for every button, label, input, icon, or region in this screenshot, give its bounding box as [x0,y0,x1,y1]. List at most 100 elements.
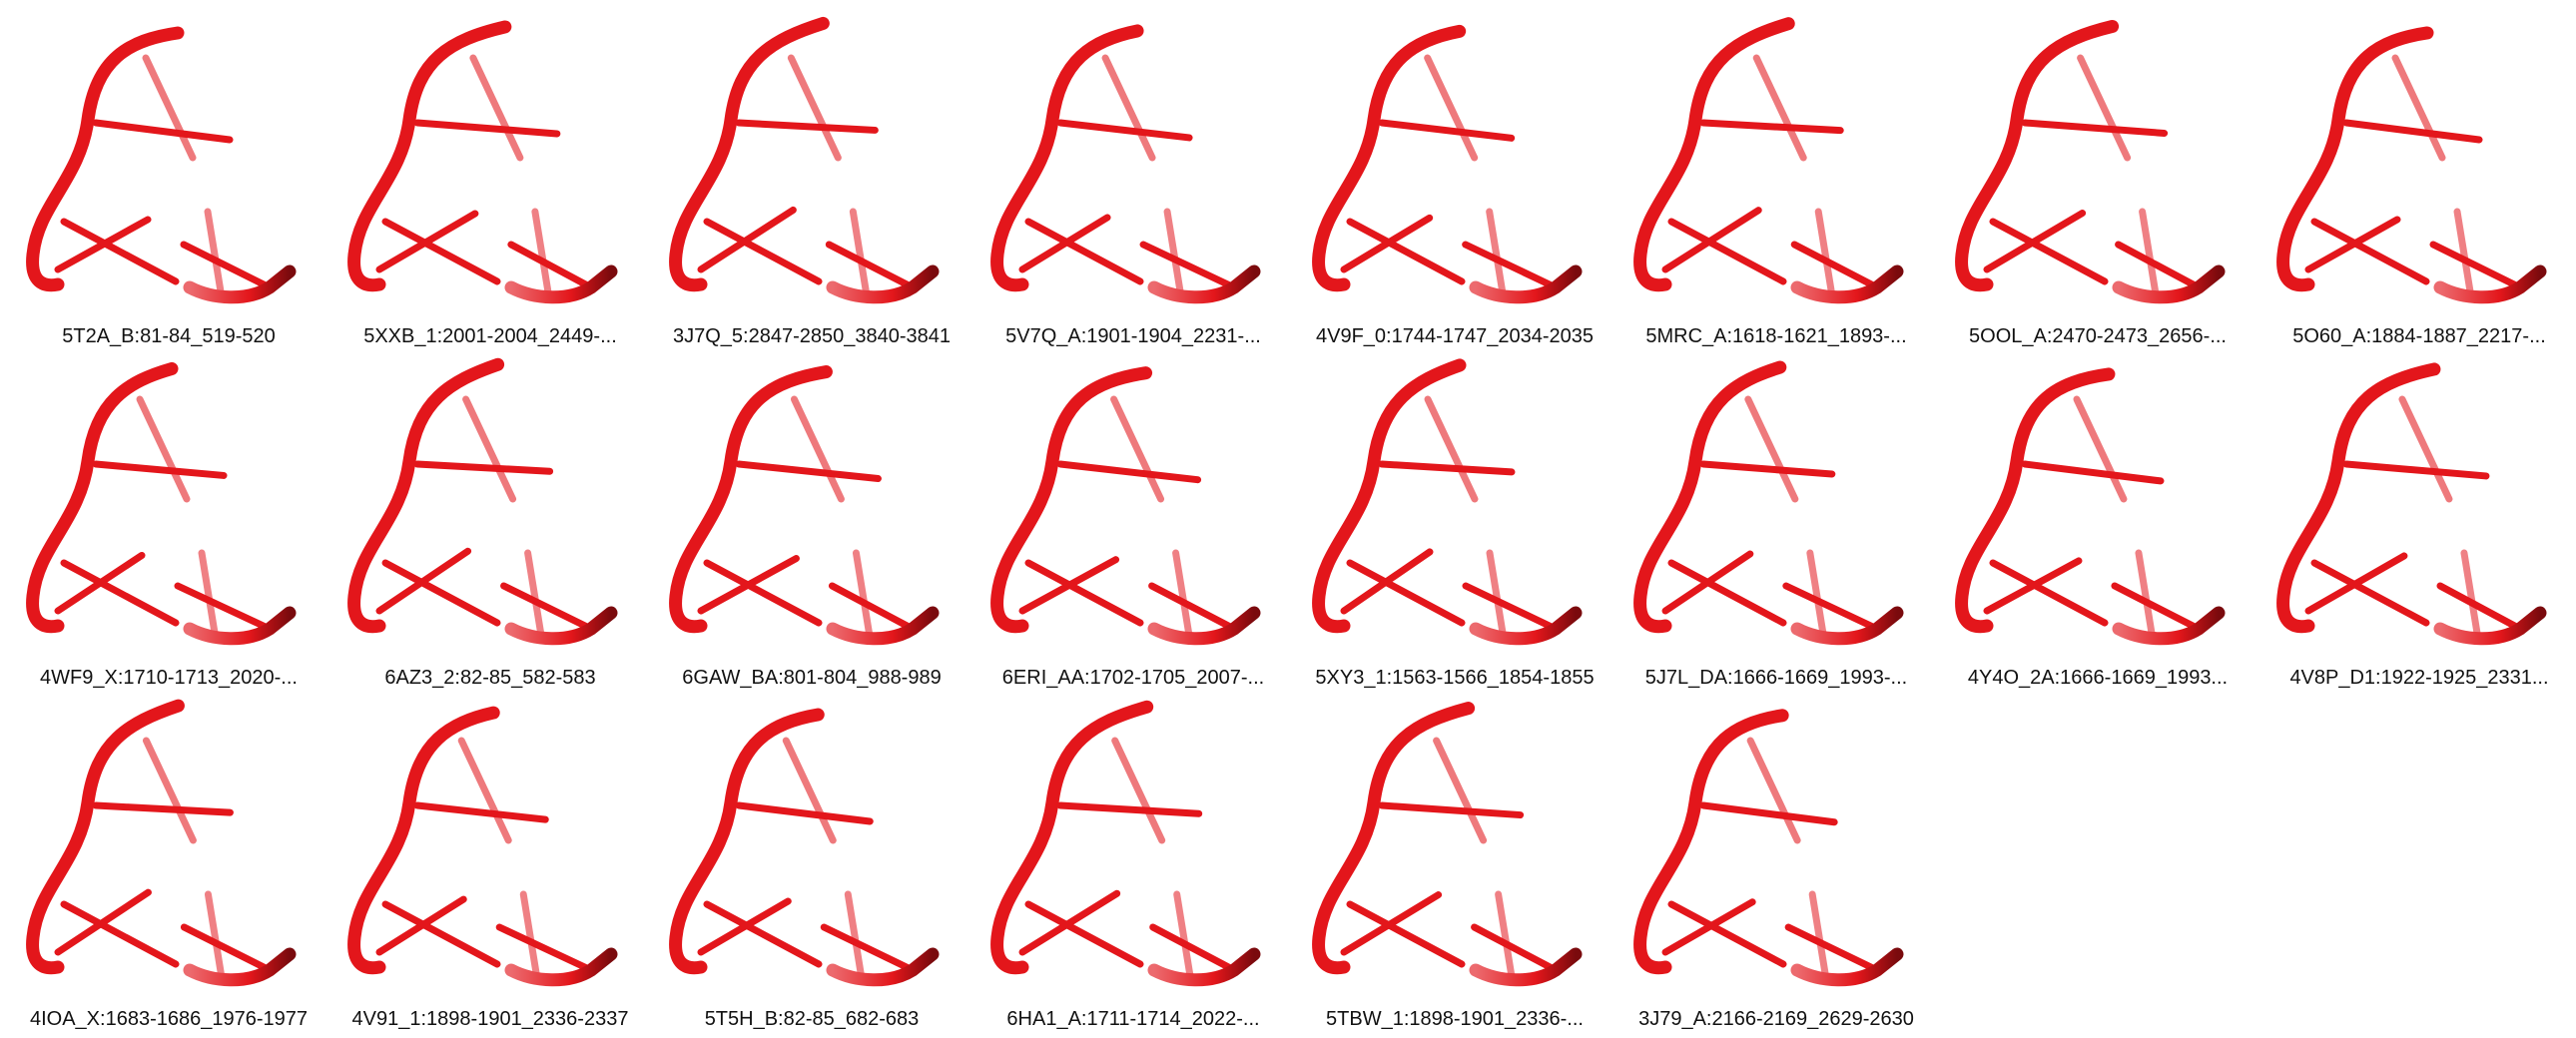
motif-label: 4IOA_X:1683-1686_1976-1977 [29,1008,308,1030]
backbone-strand [1633,709,1789,975]
motif-tile[interactable]: 6AZ3_2:82-85_582-583 [329,351,651,691]
backbone-strand [990,366,1153,634]
rod [142,737,197,844]
rod [381,218,501,285]
rod [142,54,197,162]
rod [825,241,917,291]
motif-tile[interactable]: 4V8P_D1:1922-1925_2331... [2258,351,2576,691]
rod [413,119,561,138]
rna-3d-structure-icon [2276,362,2547,646]
rod [735,460,882,483]
lower-strand [2112,264,2226,304]
backbone-strand [1312,358,1467,634]
rod [1699,460,1836,478]
rod [2310,559,2430,627]
rod [2135,549,2156,637]
rod [1101,54,1156,162]
rod [92,801,234,816]
motif-tile[interactable]: 5XXB_1:2001-2004_2449-... [329,10,651,349]
motif-tile[interactable]: 6HA1_A:1711-1714_2022-... [972,693,1294,1032]
rna-3d-structure-icon [669,708,940,987]
motif-tile[interactable]: 5V7Q_A:1901-1904_2231-... [972,10,1294,349]
rod [1056,119,1193,142]
rod [507,241,595,291]
motif-tile[interactable]: 5J7L_DA:1666-1669_1993-... [1615,351,1937,691]
rna-3d-structure-icon [1955,19,2226,304]
rod [524,549,545,637]
rod [1699,801,1838,826]
rod [198,549,219,637]
motif-label: 5J7L_DA:1666-1669_1993-... [1644,667,1908,689]
motif-tile[interactable]: 4IOA_X:1683-1686_1976-1977 [8,693,329,1032]
motif-tile[interactable]: 3J79_A:2166-2169_2629-2630 [1615,693,1937,1032]
lower-strand [1790,606,1904,646]
motif-tile[interactable]: 5MRC_A:1618-1621_1893-... [1615,10,1937,349]
lower-strand [183,606,297,646]
backbone-strand [1312,702,1476,975]
motif-tile[interactable]: 5T2A_B:81-84_519-520 [8,10,329,349]
rod [703,218,823,285]
rod [462,395,517,503]
backbone-strand [347,20,512,292]
motif-tile[interactable]: 5XY3_1:1563-1566_1854-1855 [1294,351,1615,691]
motif-tile[interactable]: 5O60_A:1884-1887_2217-... [2258,10,2576,349]
rod [1744,395,1799,503]
rna-3d-structure-icon [26,26,297,304]
rod [2021,119,2169,137]
backbone-strand [1955,367,2116,634]
backbone-strand [347,706,500,975]
rod [1782,582,1881,633]
backbone-strand [26,26,185,292]
motif-label: 6ERI_AA:1702-1705_2007-... [1001,667,1265,689]
rod [844,890,865,978]
rna-3d-structure-icon [26,699,297,987]
rod [735,801,874,825]
rod [457,737,512,844]
rod [735,119,879,134]
rod [1056,460,1202,484]
rod [1752,54,1807,162]
lower-strand [1147,264,1261,304]
motif-tile[interactable]: 4Y4O_2A:1666-1669_1993... [1937,351,2258,691]
rod [1172,549,1193,637]
lower-strand [826,264,940,304]
rod [1814,208,1835,295]
motif-tile[interactable]: 4WF9_X:1710-1713_2020-... [8,351,329,691]
motif-tile[interactable]: 6ERI_AA:1702-1705_2007-... [972,351,1294,691]
motif-label: 4Y4O_2A:1666-1669_1993... [1967,667,2229,689]
rod [2436,582,2524,633]
motif-tile[interactable]: 3J7Q_5:2847-2850_3840-3841 [651,10,972,349]
rod [852,549,873,637]
rod [1148,582,1238,633]
rod [2115,241,2203,291]
motif-label: 5TBW_1:1898-1901_2336-... [1326,1008,1584,1030]
motif-tile[interactable]: 6GAW_BA:801-804_988-989 [651,351,972,691]
motif-label: 3J79_A:2166-2169_2629-2630 [1638,1008,1914,1030]
lower-strand [1469,947,1583,987]
motif-tile[interactable]: 4V9F_0:1744-1747_2034-2035 [1294,10,1615,349]
rod [2111,582,2203,633]
rod [703,559,823,627]
rna-3d-structure-icon [990,700,1261,987]
rod [1424,54,1479,162]
rod [136,395,191,503]
rod [1486,208,1507,295]
rod [413,801,549,823]
rod [1378,119,1516,142]
rod [1746,737,1801,844]
backbone-strand [669,708,825,975]
motif-tile[interactable]: 5TBW_1:1898-1901_2336-... [1294,693,1615,1032]
rod [2460,549,2481,637]
rod [1378,460,1516,476]
rod [204,208,225,295]
rna-3d-structure-icon [669,365,940,646]
motif-label: 5O60_A:1884-1887_2217-... [2292,325,2546,347]
lower-strand [183,264,297,304]
lower-strand [1790,947,1904,987]
motif-tile[interactable]: 5T5H_B:82-85_682-683 [651,693,972,1032]
motif-tile[interactable]: 5OOL_A:2470-2473_2656-... [1937,10,2258,349]
motif-tile[interactable]: 4V91_1:1898-1901_2336-2337 [329,693,651,1032]
motif-label: 5T5H_B:82-85_682-683 [704,1008,920,1030]
rod [1110,395,1165,503]
rod [381,559,501,627]
